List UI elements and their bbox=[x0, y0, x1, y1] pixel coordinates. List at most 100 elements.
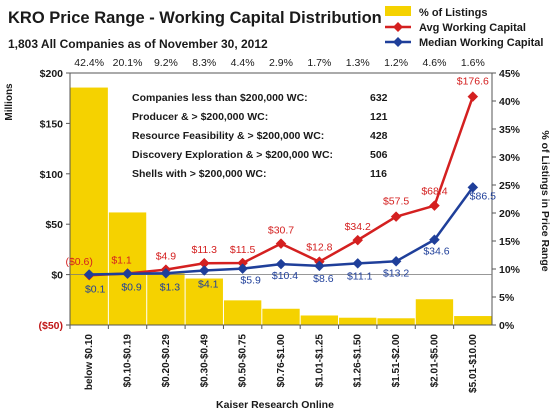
info-row-label-4: Shells with > $200,000 WC: bbox=[132, 168, 267, 180]
legend-marker-1 bbox=[393, 22, 403, 32]
y-tick-label-1: $0 bbox=[51, 270, 63, 282]
lines-layer: ($0.6) $1.1 $4.9 $11.3 $11.5 $30.7 $12.8 $34.2 $… bbox=[65, 76, 496, 296]
series-1-marker-7 bbox=[352, 234, 364, 246]
series-2-marker-4 bbox=[237, 263, 248, 275]
y-tick-label-0: ($50) bbox=[38, 320, 63, 332]
series-2-label-1: $0.9 bbox=[121, 282, 142, 294]
series-2-label-7: $11.1 bbox=[347, 270, 373, 282]
top-percent-label-1: 20.1% bbox=[113, 57, 143, 69]
info-row-value-1: 121 bbox=[370, 111, 388, 123]
info-row-label-0: Companies less than $200,000 WC: bbox=[132, 92, 308, 104]
series-2-label-4: $5.9 bbox=[240, 275, 261, 287]
info-row-value-3: 506 bbox=[370, 149, 388, 161]
top-percent-label-9: 4.6% bbox=[422, 57, 446, 69]
info-row-label-2: Resource Feasibility & > $200,000 WC: bbox=[132, 130, 324, 142]
bar-9 bbox=[415, 299, 454, 325]
legend-swatch-0 bbox=[385, 6, 411, 16]
series-2-marker-5 bbox=[275, 258, 287, 270]
info-row-label-3: Discovery Exploration & > $200,000 WC: bbox=[132, 149, 333, 161]
y2-tick-label-9: 45% bbox=[499, 68, 521, 80]
x-tick-label-9: $2.01-$5.00 bbox=[429, 334, 440, 388]
bar-5 bbox=[262, 308, 300, 325]
bar-7 bbox=[339, 317, 377, 325]
top-percent-label-10: 1.6% bbox=[461, 57, 485, 69]
bar-8 bbox=[377, 318, 415, 325]
bars-layer bbox=[70, 87, 492, 325]
bar-6 bbox=[300, 315, 339, 325]
top-percent-label-8: 1.2% bbox=[384, 57, 408, 69]
legend-label-0: % of Listings bbox=[419, 7, 487, 19]
y-tick-label-4: $150 bbox=[40, 118, 64, 130]
series-2-marker-7 bbox=[352, 258, 364, 269]
y2-tick-label-2: 10% bbox=[499, 264, 521, 276]
top-percent-label-0: 42.4% bbox=[74, 57, 104, 69]
top-percent-label-7: 1.3% bbox=[346, 57, 370, 69]
legend-label-2: Median Working Capital bbox=[419, 37, 543, 49]
y2-tick-label-1: 5% bbox=[499, 292, 515, 304]
top-percent-label-4: 4.4% bbox=[231, 57, 255, 69]
info-row-value-2: 428 bbox=[370, 130, 388, 142]
info-table: Companies less than $200,000 WC: 632 Produ… bbox=[132, 92, 388, 180]
bar-3 bbox=[185, 278, 223, 325]
series-1-label-8: $57.5 bbox=[383, 196, 409, 208]
info-row-label-1: Producer & > $200,000 WC: bbox=[132, 111, 268, 123]
series-1-label-6: $12.8 bbox=[306, 242, 332, 254]
series-2-label-5: $10.4 bbox=[272, 270, 298, 282]
series-1-label-1: $1.1 bbox=[111, 254, 132, 266]
y2-tick-label-6: 30% bbox=[499, 152, 521, 164]
x-tick-label-8: $1.51-$2.00 bbox=[391, 334, 402, 388]
series-1-label-7: $34.2 bbox=[345, 221, 371, 233]
chart-subtitle: 1,803 All Companies as of November 30, 2… bbox=[8, 37, 268, 51]
x-tick-label-3: $0.30-$0.49 bbox=[199, 334, 210, 388]
top-percent-label-6: 1.7% bbox=[307, 57, 331, 69]
series-2-label-8: $13.2 bbox=[383, 267, 409, 279]
series-1-label-9: $68.4 bbox=[421, 186, 447, 198]
series-2-label-6: $8.6 bbox=[313, 273, 334, 285]
y2-tick-label-5: 25% bbox=[499, 180, 521, 192]
series-2-marker-10 bbox=[467, 182, 479, 193]
series-1-marker-5 bbox=[275, 238, 287, 250]
y-tick-label-2: $50 bbox=[45, 219, 63, 231]
top-percent-label-5: 2.9% bbox=[269, 57, 293, 69]
series-1-marker-10 bbox=[467, 91, 479, 102]
x-tick-label-5: $0.76-$1.00 bbox=[276, 334, 287, 388]
series-2-marker-9 bbox=[429, 234, 440, 246]
series-2-marker-8 bbox=[390, 255, 402, 267]
series-2-label-3: $4.1 bbox=[198, 278, 219, 290]
x-tick-label-4: $0.50-$0.75 bbox=[238, 334, 249, 388]
top-percent-label-3: 8.3% bbox=[192, 57, 216, 69]
series-2-label-10: $86.5 bbox=[470, 190, 496, 202]
series-2-marker-0 bbox=[83, 269, 95, 280]
series-2-marker-3 bbox=[198, 265, 210, 276]
chart-title: KRO Price Range - Working Capital Distri… bbox=[8, 9, 382, 27]
legend: % of Listings Avg Working Capital Median W… bbox=[385, 6, 543, 49]
series-2-label-9: $34.6 bbox=[423, 246, 449, 258]
plot-frame bbox=[69, 72, 493, 326]
top-percent-label-2: 9.2% bbox=[154, 57, 178, 69]
info-row-value-4: 116 bbox=[370, 168, 387, 180]
bar-2 bbox=[147, 273, 185, 325]
y2-tick-label-7: 35% bbox=[499, 124, 521, 136]
y2-tick-label-3: 15% bbox=[499, 236, 521, 248]
y2-tick-label-0: 0% bbox=[499, 320, 515, 332]
series-2-label-0: $0.1 bbox=[85, 283, 106, 295]
axes-layer: ($50) $0 $50 $100 $150 $200 0% 5% 10% 15% 20% 25% 30… bbox=[38, 57, 520, 393]
y-tick-label-5: $200 bbox=[40, 68, 64, 80]
legend-label-1: Avg Working Capital bbox=[419, 22, 526, 34]
x-tick-label-6: $1.01-$1.25 bbox=[314, 334, 325, 388]
series-1-label-5: $30.7 bbox=[268, 225, 294, 237]
series-2-marker-6 bbox=[314, 260, 325, 272]
x-axis-label: Kaiser Research Online bbox=[216, 399, 334, 411]
bar-10 bbox=[454, 316, 492, 325]
x-tick-label-2: $0.20-$0.29 bbox=[161, 334, 172, 388]
bar-4 bbox=[223, 300, 262, 325]
series-1-label-10: $176.6 bbox=[457, 76, 489, 88]
y2-tick-label-4: 20% bbox=[499, 208, 521, 220]
series-2-label-2: $1.3 bbox=[160, 281, 181, 293]
x-tick-label-1: $0.10-$0.19 bbox=[123, 334, 134, 388]
x-tick-label-0: below $0.10 bbox=[84, 334, 95, 391]
series-1-marker-8 bbox=[390, 211, 402, 222]
bar-0 bbox=[70, 87, 108, 325]
y2-axis-label: % of Listings in Price Range bbox=[539, 130, 550, 271]
